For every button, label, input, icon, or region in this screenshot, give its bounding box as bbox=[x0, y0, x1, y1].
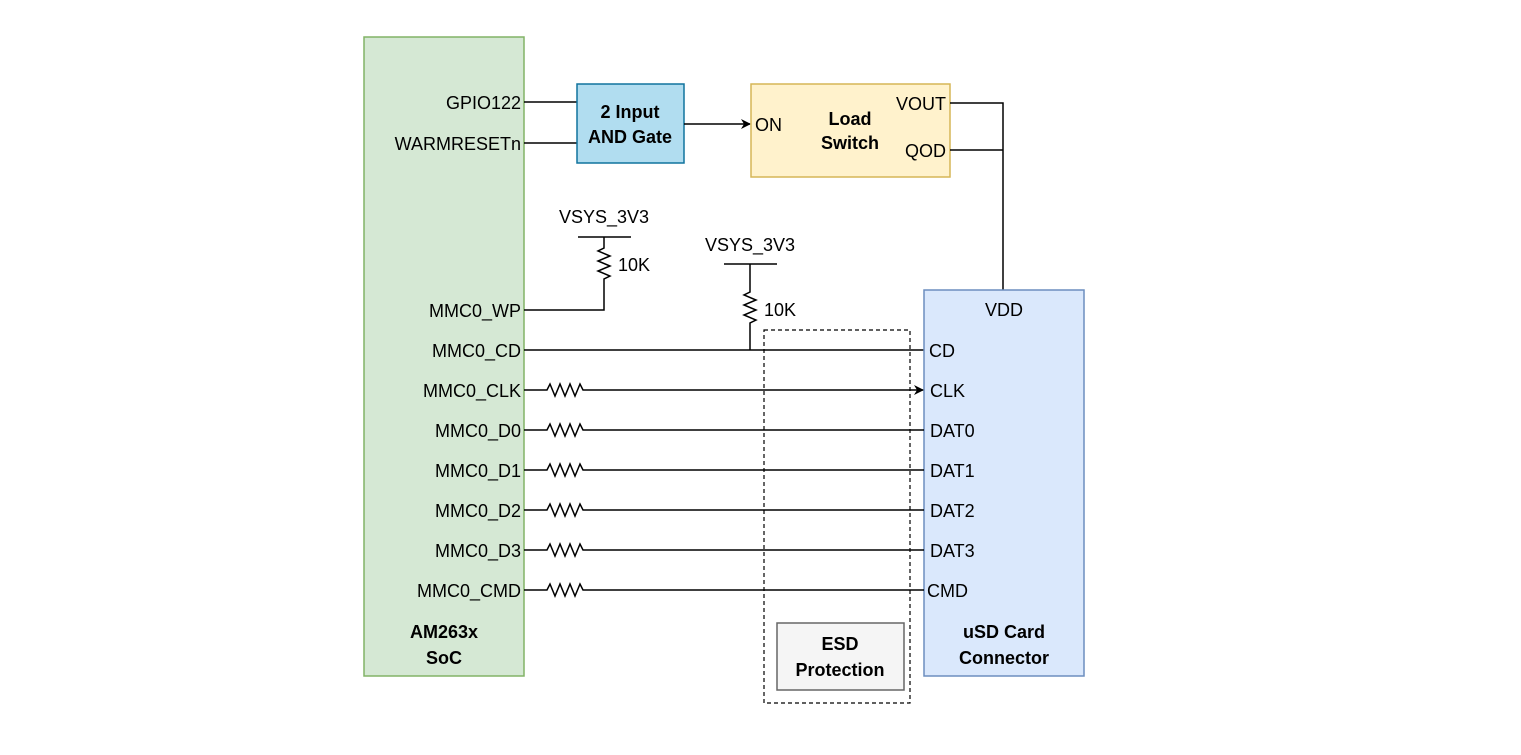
soc-pin-label: MMC0_CMD bbox=[417, 581, 521, 602]
pullup-resistor-wp bbox=[524, 237, 612, 311]
signal-wire-dat2 bbox=[524, 502, 924, 518]
pullup-supply-label: VSYS_3V3 bbox=[559, 207, 649, 228]
signal-wire-clk bbox=[524, 382, 924, 398]
load-switch-vout-pin: VOUT bbox=[896, 94, 946, 114]
card-pin-label: DAT2 bbox=[930, 501, 975, 521]
soc-pin-label: MMC0_D0 bbox=[435, 421, 521, 442]
pullup-resistor-cd bbox=[742, 264, 758, 350]
soc-pin-label: MMC0_D1 bbox=[435, 461, 521, 482]
pullup-value-label: 10K bbox=[764, 300, 796, 320]
signal-wire-dat0 bbox=[524, 422, 924, 438]
soc-title: SoC bbox=[426, 648, 462, 668]
usd-connector-block bbox=[923, 289, 1085, 677]
soc-pin-label: MMC0_D3 bbox=[435, 541, 521, 562]
esd-region bbox=[763, 329, 911, 704]
esd-protection-block bbox=[776, 622, 905, 691]
pin-mmc0-cd: MMC0_CD bbox=[432, 341, 521, 362]
signal-lines: MMC0_CLK CLK MMC0_D0 DAT0 MMC0_D1 DAT1 MMC0_D2… bbox=[417, 381, 975, 602]
usd-cd-pin: CD bbox=[929, 341, 955, 361]
signal-wire-dat1 bbox=[524, 462, 924, 478]
and-gate-label: 2 Input bbox=[601, 102, 660, 122]
usd-vdd-pin: VDD bbox=[985, 300, 1023, 320]
load-switch-block bbox=[750, 83, 951, 178]
wire-vout-vdd bbox=[950, 102, 1004, 290]
load-switch-label: Switch bbox=[821, 133, 879, 153]
soc-pin-label: MMC0_CLK bbox=[423, 381, 521, 402]
soc-title: AM263x bbox=[410, 622, 478, 642]
signal-wire-dat3 bbox=[524, 542, 924, 558]
card-pin-label: CLK bbox=[930, 381, 965, 401]
pin-mmc0-wp: MMC0_WP bbox=[429, 301, 521, 322]
signal-wire-cmd bbox=[524, 582, 924, 598]
usd-title: Connector bbox=[959, 648, 1049, 668]
card-pin-label: DAT3 bbox=[930, 541, 975, 561]
soc-block bbox=[363, 36, 525, 677]
soc-pin-label: MMC0_D2 bbox=[435, 501, 521, 522]
card-pin-label: DAT1 bbox=[930, 461, 975, 481]
usd-title: uSD Card bbox=[963, 622, 1045, 642]
pullup-supply-label: VSYS_3V3 bbox=[705, 235, 795, 256]
esd-label: Protection bbox=[795, 660, 884, 680]
load-switch-qod-pin: QOD bbox=[905, 141, 946, 161]
card-pin-label: CMD bbox=[927, 581, 968, 601]
load-switch-on-pin: ON bbox=[755, 115, 782, 135]
esd-label: ESD bbox=[821, 634, 858, 654]
card-pin-label: DAT0 bbox=[930, 421, 975, 441]
load-switch-label: Load bbox=[829, 109, 872, 129]
pin-gpio122: GPIO122 bbox=[446, 93, 521, 113]
pin-warmreset: WARMRESETn bbox=[395, 134, 521, 154]
and-gate-label: AND Gate bbox=[588, 127, 672, 147]
pullup-value-label: 10K bbox=[618, 255, 650, 275]
and-gate-block bbox=[576, 83, 685, 164]
